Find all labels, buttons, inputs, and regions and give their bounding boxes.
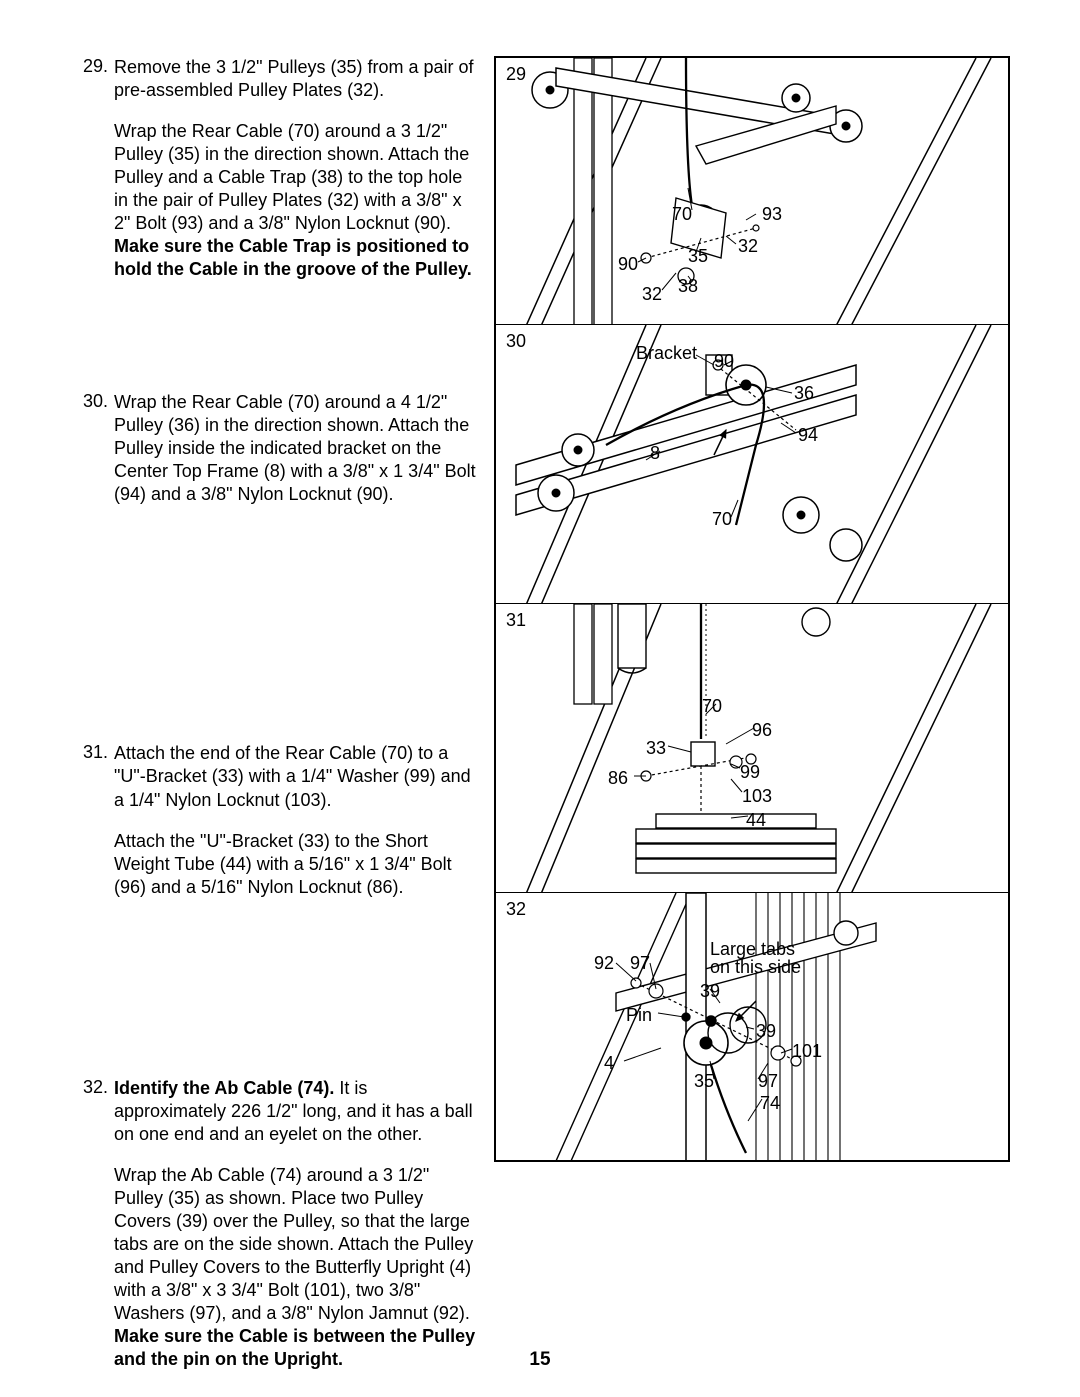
callout-label: 36 <box>794 383 814 404</box>
text-run: Attach the end of the Rear Cable (70) to… <box>114 743 471 809</box>
callout-label: 39 <box>700 981 720 1002</box>
callout-label: 103 <box>742 786 772 807</box>
step-number: 32. <box>83 1077 108 1097</box>
callout-label: 90 <box>714 351 734 372</box>
panel-number: 29 <box>506 64 526 85</box>
text-run: Make sure the Cable Trap is positioned t… <box>114 236 472 279</box>
text-run: Remove the 3 1/2" Pulleys (35) from a pa… <box>114 57 474 100</box>
panel-number: 31 <box>506 610 526 631</box>
panel-number: 30 <box>506 331 526 352</box>
callout-label: 86 <box>608 768 628 789</box>
callout-label: 44 <box>746 810 766 831</box>
callout-label: 93 <box>762 204 782 225</box>
callout-label: 94 <box>798 425 818 446</box>
figure-column: 297093323590323830Bracket903694870317096… <box>494 56 1010 1162</box>
callout-label: 70 <box>702 696 722 717</box>
step-number: 29. <box>83 56 108 76</box>
callout-label: 33 <box>646 738 666 759</box>
callout-label: 97 <box>758 1071 778 1092</box>
step-paragraph: Remove the 3 1/2" Pulleys (35) from a pa… <box>114 56 480 102</box>
callout-label: 38 <box>678 276 698 297</box>
callout-label: 96 <box>752 720 772 741</box>
text-run: Wrap the Rear Cable (70) around a 3 1/2"… <box>114 121 469 233</box>
step-number: 30. <box>83 391 108 411</box>
text-run: Attach the "U"-Bracket (33) to the Short… <box>114 831 452 897</box>
assembly-step: 32. Identify the Ab Cable (74). It is app… <box>70 1077 480 1389</box>
callout-label: 92 <box>594 953 614 974</box>
callout-label: 32 <box>642 284 662 305</box>
callout-label: 90 <box>618 254 638 275</box>
callout-label: 35 <box>688 246 708 267</box>
step-paragraph: Attach the end of the Rear Cable (70) to… <box>114 742 480 811</box>
callout-label: 99 <box>740 762 760 783</box>
diagram-svg <box>496 893 1008 1160</box>
instructions-column: 29. Remove the 3 1/2" Pulleys (35) from a… <box>70 56 480 1316</box>
figure-panel-32: 329297Large tabson this side39Pin3910143… <box>496 893 1008 1160</box>
step-paragraph: Identify the Ab Cable (74). It is approx… <box>114 1077 480 1146</box>
text-run: Identify the Ab Cable (74). <box>114 1078 334 1098</box>
assembly-step: 29. Remove the 3 1/2" Pulleys (35) from a… <box>70 56 480 299</box>
step-paragraph: Wrap the Ab Cable (74) around a 3 1/2" P… <box>114 1164 480 1371</box>
callout-label: on this side <box>710 957 801 978</box>
assembly-step: 31. Attach the end of the Rear Cable (70)… <box>70 742 480 916</box>
callout-label: Pin <box>626 1005 652 1026</box>
figure-panel-29: 2970933235903238 <box>496 58 1008 325</box>
callout-label: 74 <box>760 1093 780 1114</box>
page-number: 15 <box>0 1349 1080 1371</box>
callout-label: Bracket <box>636 343 697 364</box>
callout-label: 70 <box>672 204 692 225</box>
callout-label: 97 <box>630 953 650 974</box>
text-run: Wrap the Rear Cable (70) around a 4 1/2"… <box>114 392 476 504</box>
diagram-svg <box>496 325 1008 604</box>
callout-label: 35 <box>694 1071 714 1092</box>
step-paragraph: Wrap the Rear Cable (70) around a 3 1/2"… <box>114 120 480 281</box>
diagram-svg <box>496 604 1008 893</box>
step-paragraph: Wrap the Rear Cable (70) around a 4 1/2"… <box>114 391 480 506</box>
text-run: Wrap the Ab Cable (74) around a 3 1/2" P… <box>114 1165 473 1323</box>
assembly-step: 30. Wrap the Rear Cable (70) around a 4 1… <box>70 391 480 524</box>
callout-label: 8 <box>650 443 660 464</box>
figure-panel-30: 30 Bracket 90 36 94 8 70 <box>496 325 1008 604</box>
callout-label: 4 <box>604 1053 614 1074</box>
callout-label: 32 <box>738 236 758 257</box>
step-number: 31. <box>83 742 108 762</box>
diagram-svg <box>496 58 1008 325</box>
callout-label: 101 <box>792 1041 822 1062</box>
callout-label: 39 <box>756 1021 776 1042</box>
step-paragraph: Attach the "U"-Bracket (33) to the Short… <box>114 830 480 899</box>
panel-number: 32 <box>506 899 526 920</box>
figure-panel-31: 31 70 96 33 99 86 103 44 <box>496 604 1008 893</box>
callout-label: 70 <box>712 509 732 530</box>
